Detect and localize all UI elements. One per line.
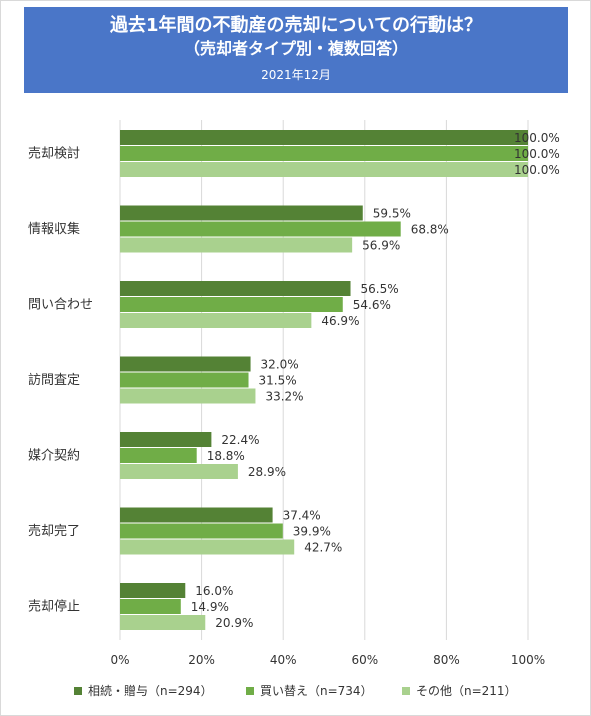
- data-label: 100.0%: [514, 163, 560, 177]
- data-label: 100.0%: [514, 131, 560, 145]
- legend-label: 相続・贈与（n=294）: [88, 684, 213, 698]
- bar: [120, 539, 295, 555]
- x-tick-label: 40%: [270, 653, 297, 667]
- bar: [120, 221, 401, 237]
- bar: [120, 162, 528, 177]
- chart-subtitle: （売却者タイプ別・複数回答）: [183, 39, 408, 58]
- category-label: 情報収集: [28, 221, 80, 237]
- data-label: 33.2%: [265, 390, 303, 404]
- bar: [120, 388, 256, 404]
- bar: [120, 313, 312, 328]
- bar: [120, 523, 283, 539]
- bar: [120, 615, 206, 630]
- bar: [120, 448, 197, 463]
- category-label: 訪問査定: [28, 372, 80, 388]
- data-label: 37.4%: [283, 509, 321, 523]
- data-label: 68.8%: [411, 223, 449, 237]
- legend-label: その他（n=211）: [416, 684, 517, 698]
- legend-swatch: [74, 686, 82, 695]
- bar: [120, 432, 212, 447]
- legend-label: 買い替え（n=734）: [260, 684, 373, 698]
- data-label: 46.9%: [321, 314, 359, 328]
- category-label: 問い合わせ: [28, 298, 93, 313]
- data-label: 32.0%: [261, 358, 299, 372]
- bar: [120, 297, 343, 312]
- bar: [120, 372, 249, 388]
- data-label: 20.9%: [215, 616, 253, 630]
- x-tick-label: 80%: [433, 653, 460, 667]
- bar: [120, 599, 181, 614]
- bar: [120, 583, 186, 598]
- category-label: 売却完了: [28, 523, 80, 539]
- data-label: 54.6%: [353, 298, 391, 312]
- data-label: 16.0%: [195, 584, 233, 598]
- data-label: 56.9%: [362, 239, 400, 253]
- data-label: 31.5%: [259, 374, 297, 388]
- x-tick-label: 60%: [351, 653, 378, 667]
- bar: [120, 507, 273, 523]
- legend: 相続・贈与（n=294） 買い替え（n=734） その他（n=211）: [0, 680, 591, 700]
- data-label: 28.9%: [248, 465, 286, 479]
- chart-title: 過去1年間の不動産の売却についての行動は？: [110, 15, 482, 36]
- x-tick-label: 100%: [511, 653, 545, 667]
- category-label: 媒介契約: [28, 449, 80, 464]
- bar: [120, 281, 351, 296]
- bar: [120, 130, 528, 145]
- x-tick-label: 20%: [188, 653, 215, 667]
- legend-item-other: その他（n=211）: [402, 682, 517, 699]
- data-label: 39.9%: [293, 525, 331, 539]
- legend-item-replacement: 買い替え（n=734）: [246, 682, 373, 699]
- bar: [120, 146, 528, 161]
- chart-header: 過去1年間の不動産の売却についての行動は？ （売却者タイプ別・複数回答） 202…: [24, 7, 568, 93]
- data-label: 18.8%: [207, 449, 245, 463]
- chart-date: 2021年12月: [261, 68, 331, 82]
- category-label: 売却検討: [28, 146, 80, 162]
- legend-item-inheritance: 相続・贈与（n=294）: [74, 682, 213, 699]
- data-label: 42.7%: [304, 541, 342, 555]
- legend-swatch: [246, 686, 254, 695]
- data-label: 100.0%: [514, 147, 560, 161]
- data-label: 14.9%: [191, 600, 229, 614]
- bar: [120, 205, 363, 221]
- x-tick-label: 0%: [110, 653, 129, 667]
- bar: [120, 237, 353, 253]
- bar: [120, 356, 251, 372]
- data-label: 56.5%: [361, 282, 399, 296]
- bar: [120, 464, 238, 479]
- data-label: 59.5%: [373, 207, 411, 221]
- legend-swatch: [402, 686, 410, 695]
- category-label: 売却停止: [28, 599, 80, 615]
- data-label: 22.4%: [221, 433, 259, 447]
